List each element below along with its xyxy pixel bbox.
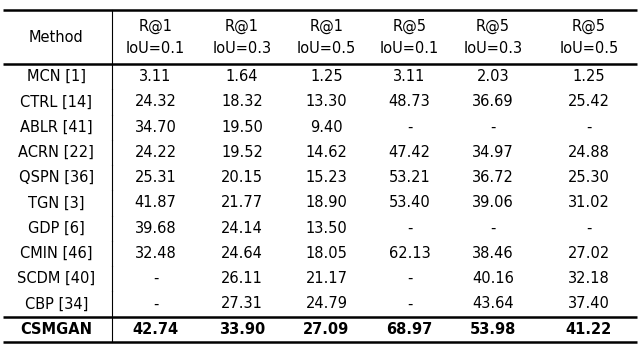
- Text: R@1: R@1: [225, 19, 259, 34]
- Text: 43.64: 43.64: [472, 297, 514, 311]
- Text: 21.17: 21.17: [305, 271, 348, 286]
- Text: 19.52: 19.52: [221, 145, 263, 160]
- Text: CSMGAN: CSMGAN: [20, 322, 92, 337]
- Text: 32.48: 32.48: [134, 246, 177, 261]
- Text: 25.30: 25.30: [568, 170, 610, 185]
- Text: 27.02: 27.02: [568, 246, 610, 261]
- Text: IoU=0.1: IoU=0.1: [126, 42, 185, 56]
- Text: -: -: [407, 221, 412, 236]
- Text: 26.11: 26.11: [221, 271, 263, 286]
- Text: IoU=0.3: IoU=0.3: [463, 42, 522, 56]
- Text: 27.31: 27.31: [221, 297, 263, 311]
- Text: MCN [1]: MCN [1]: [27, 69, 86, 84]
- Text: 41.22: 41.22: [566, 322, 612, 337]
- Text: ABLR [41]: ABLR [41]: [20, 120, 93, 135]
- Text: 24.22: 24.22: [134, 145, 177, 160]
- Text: 21.77: 21.77: [221, 195, 263, 210]
- Text: -: -: [586, 221, 591, 236]
- Text: CTRL [14]: CTRL [14]: [20, 94, 92, 109]
- Text: 53.40: 53.40: [388, 195, 431, 210]
- Text: 36.69: 36.69: [472, 94, 514, 109]
- Text: 3.11: 3.11: [140, 69, 172, 84]
- Text: 37.40: 37.40: [568, 297, 610, 311]
- Text: 39.68: 39.68: [134, 221, 177, 236]
- Text: 38.46: 38.46: [472, 246, 514, 261]
- Text: -: -: [490, 221, 495, 236]
- Text: 24.64: 24.64: [221, 246, 263, 261]
- Text: 1.64: 1.64: [226, 69, 258, 84]
- Text: 68.97: 68.97: [387, 322, 433, 337]
- Text: 53.98: 53.98: [470, 322, 516, 337]
- Text: R@5: R@5: [476, 19, 510, 34]
- Text: 15.23: 15.23: [305, 170, 348, 185]
- Text: 18.90: 18.90: [305, 195, 348, 210]
- Text: CBP [34]: CBP [34]: [24, 297, 88, 311]
- Text: 32.18: 32.18: [568, 271, 610, 286]
- Text: 13.30: 13.30: [305, 94, 348, 109]
- Text: 14.62: 14.62: [305, 145, 348, 160]
- Text: 25.31: 25.31: [134, 170, 177, 185]
- Text: 34.70: 34.70: [134, 120, 177, 135]
- Text: IoU=0.3: IoU=0.3: [212, 42, 271, 56]
- Text: IoU=0.1: IoU=0.1: [380, 42, 439, 56]
- Text: 42.74: 42.74: [132, 322, 179, 337]
- Text: ACRN [22]: ACRN [22]: [19, 145, 94, 160]
- Text: -: -: [490, 120, 495, 135]
- Text: 1.25: 1.25: [310, 69, 342, 84]
- Text: -: -: [407, 120, 412, 135]
- Text: -: -: [586, 120, 591, 135]
- Text: 40.16: 40.16: [472, 271, 514, 286]
- Text: 2.03: 2.03: [477, 69, 509, 84]
- Text: R@5: R@5: [392, 19, 427, 34]
- Text: 33.90: 33.90: [219, 322, 265, 337]
- Text: 24.32: 24.32: [134, 94, 177, 109]
- Text: -: -: [153, 271, 158, 286]
- Text: CMIN [46]: CMIN [46]: [20, 246, 93, 261]
- Text: GDP [6]: GDP [6]: [28, 221, 84, 236]
- Text: 18.05: 18.05: [305, 246, 348, 261]
- Text: 24.88: 24.88: [568, 145, 610, 160]
- Text: 36.72: 36.72: [472, 170, 514, 185]
- Text: 20.15: 20.15: [221, 170, 263, 185]
- Text: 18.32: 18.32: [221, 94, 263, 109]
- Text: 47.42: 47.42: [388, 145, 431, 160]
- Text: 24.79: 24.79: [305, 297, 348, 311]
- Text: R@1: R@1: [138, 19, 173, 34]
- Text: -: -: [407, 297, 412, 311]
- Text: 24.14: 24.14: [221, 221, 263, 236]
- Text: TGN [3]: TGN [3]: [28, 195, 84, 210]
- Text: 1.25: 1.25: [573, 69, 605, 84]
- Text: R@1: R@1: [309, 19, 344, 34]
- Text: 13.50: 13.50: [305, 221, 348, 236]
- Text: R@5: R@5: [572, 19, 606, 34]
- Text: 27.09: 27.09: [303, 322, 349, 337]
- Text: 31.02: 31.02: [568, 195, 610, 210]
- Text: IoU=0.5: IoU=0.5: [297, 42, 356, 56]
- Text: 25.42: 25.42: [568, 94, 610, 109]
- Text: 62.13: 62.13: [388, 246, 431, 261]
- Text: 34.97: 34.97: [472, 145, 514, 160]
- Text: -: -: [153, 297, 158, 311]
- Text: 39.06: 39.06: [472, 195, 514, 210]
- Text: 3.11: 3.11: [394, 69, 426, 84]
- Text: IoU=0.5: IoU=0.5: [559, 42, 618, 56]
- Text: QSPN [36]: QSPN [36]: [19, 170, 94, 185]
- Text: 48.73: 48.73: [388, 94, 431, 109]
- Text: -: -: [407, 271, 412, 286]
- Text: 53.21: 53.21: [388, 170, 431, 185]
- Text: 9.40: 9.40: [310, 120, 342, 135]
- Text: 19.50: 19.50: [221, 120, 263, 135]
- Text: SCDM [40]: SCDM [40]: [17, 271, 95, 286]
- Text: Method: Method: [29, 30, 84, 45]
- Text: 41.87: 41.87: [134, 195, 177, 210]
